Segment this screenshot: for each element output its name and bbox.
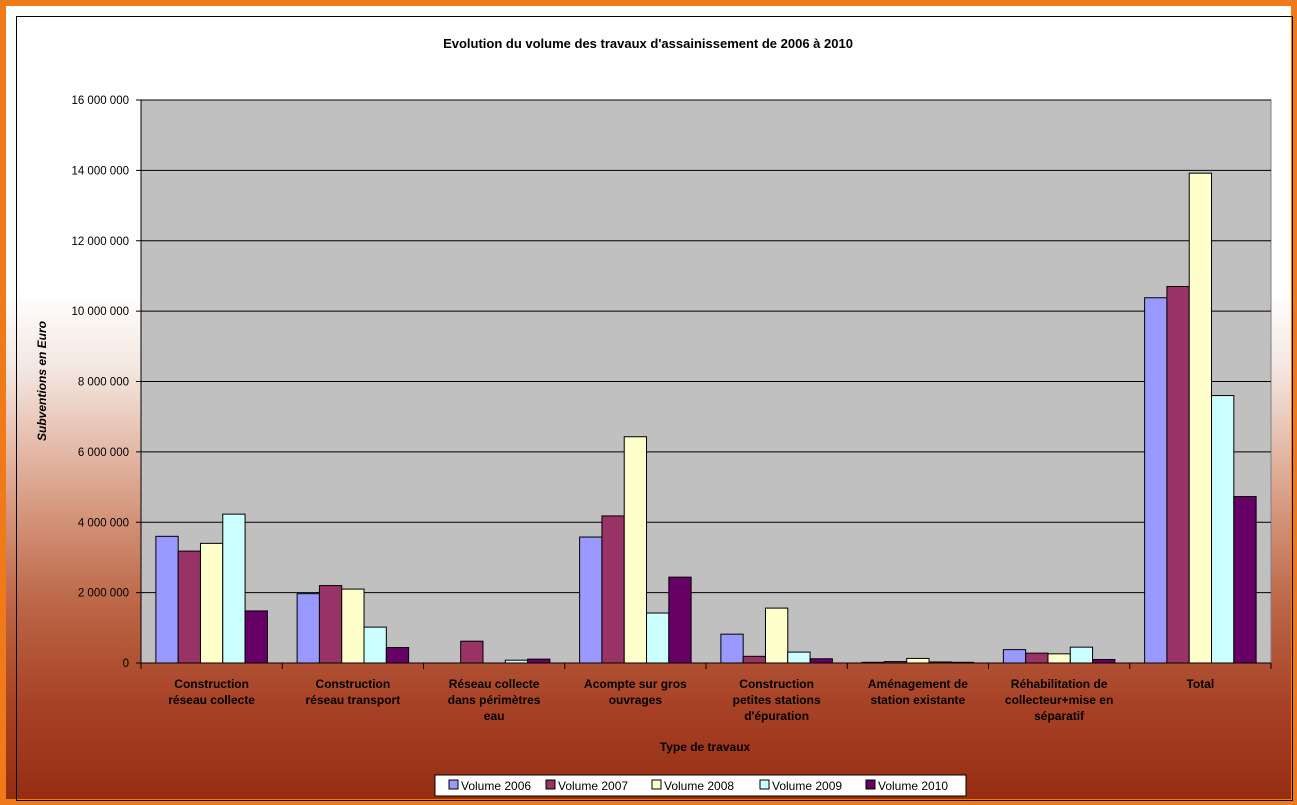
y-tick-label: 16 000 000 [71, 95, 129, 107]
bar-volume-2007 [1025, 652, 1049, 664]
bar-volume-2006 [579, 536, 603, 664]
legend-label: Volume 2006 [461, 779, 531, 793]
bar-volume-2007 [1166, 285, 1190, 664]
legend-swatch [759, 779, 770, 790]
x-tick-label: Réseau collecte dans périmètres eau [448, 677, 541, 723]
y-tick-label: 4 000 000 [78, 517, 129, 529]
y-tick-labels: 0 2 000 000 4 000 000 6 000 000 8 000 000 10 … [71, 95, 129, 670]
y-axis-label: Subventions en Euro [35, 321, 49, 441]
bar-volume-2007 [601, 515, 625, 664]
bar-volume-2010 [527, 658, 551, 664]
bar-volume-2009 [1069, 646, 1094, 664]
legend: Volume 2006 Volume 2007 Volume 2008 Volume … [434, 774, 967, 797]
legend-swatch [545, 779, 556, 790]
bar-volume-2006 [720, 633, 744, 664]
bar-volume-2010 [385, 647, 410, 664]
legend-label: Volume 2009 [772, 779, 842, 793]
legend-label: Volume 2008 [664, 779, 734, 793]
bar-volume-2006 [1144, 297, 1168, 664]
y-tick-label: 12 000 000 [71, 236, 129, 248]
x-tick-label: Construction réseau collecte [168, 677, 255, 707]
bar-volume-2008 [906, 657, 930, 664]
bar-volume-2010 [809, 658, 833, 664]
y-tick-label: 0 [123, 658, 129, 670]
legend-label: Volume 2007 [558, 779, 628, 793]
bar-volume-2008 [764, 607, 789, 664]
x-axis-label: Type de travaux [660, 740, 751, 754]
y-tick-label: 6 000 000 [78, 447, 129, 459]
legend-swatch [865, 779, 876, 790]
x-tick-label: Réhabilitation de collecteur+mise en sépar… [1005, 677, 1113, 723]
x-tick-label: Total [1186, 677, 1214, 691]
axes [136, 99, 1272, 669]
y-tick-label: 8 000 000 [78, 377, 129, 389]
x-tick-label: Acompte sur gros ouvrages [584, 677, 687, 707]
bar-volume-2008 [623, 436, 648, 664]
bar-volume-2009 [363, 626, 387, 664]
bar-volume-2006 [155, 535, 179, 664]
x-tick-label: Aménagement de station existante [868, 677, 968, 707]
bar-volume-2006 [1002, 649, 1027, 664]
bar-volume-2007 [742, 655, 766, 664]
x-tick-labels: Construction réseau collecte Construction r… [168, 677, 1214, 723]
y-tick-label: 2 000 000 [78, 588, 129, 600]
legend-box [434, 774, 967, 797]
bar-volume-2008 [1047, 653, 1071, 664]
bar-volume-2008 [1188, 172, 1213, 664]
bar-volume-2010 [1233, 496, 1257, 664]
bar-volume-2009 [222, 513, 246, 664]
chart-title: Evolution du volume des travaux d'assain… [443, 36, 853, 51]
bar-volume-2008 [341, 588, 365, 664]
bar-volume-2007 [177, 550, 201, 664]
bar-volume-2008 [199, 542, 224, 664]
chart-inner-border [16, 16, 1293, 801]
x-tick-label: Construction petites stations d'épuration [733, 677, 821, 723]
bar-volume-2010 [668, 576, 692, 664]
y-tick-label: 14 000 000 [71, 165, 129, 177]
legend-swatch [651, 779, 662, 790]
legend-swatch [448, 779, 459, 790]
legend-label: Volume 2010 [878, 779, 948, 793]
bar-volume-2009 [787, 651, 811, 664]
bar-volume-2006 [296, 593, 320, 664]
bar-volume-2010 [1092, 658, 1116, 664]
bar-volume-2009 [1211, 395, 1235, 664]
y-tick-label: 10 000 000 [71, 306, 129, 318]
bars [155, 172, 1257, 664]
bar-volume-2010 [244, 610, 268, 664]
bar-volume-2007 [460, 640, 484, 664]
bar-volume-2007 [318, 585, 343, 664]
x-tick-label: Construction réseau transport [306, 677, 401, 707]
bar-volume-2009 [646, 612, 670, 664]
